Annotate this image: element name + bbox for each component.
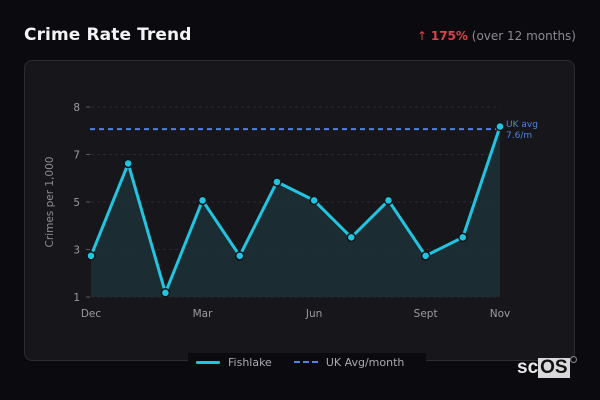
registered-mark-icon <box>569 356 577 363</box>
chart-legend: Fishlake UK Avg/month <box>188 353 427 371</box>
y-tick-label: 5 <box>73 197 80 209</box>
data-point[interactable] <box>160 288 171 298</box>
x-tick-label: Mar <box>193 308 213 320</box>
series-area-fill <box>91 126 500 297</box>
legend-label: Fishlake <box>228 355 272 369</box>
y-axis-label: Crimes per 1,000 <box>44 157 56 248</box>
legend-dashed-line-icon <box>293 361 318 363</box>
y-tick-label: 7 <box>73 150 80 162</box>
logo-left-text: sc <box>517 357 539 378</box>
data-point[interactable] <box>197 195 208 206</box>
page-title: Crime Rate Trend <box>24 25 192 45</box>
legend-label: UK Avg/month <box>325 355 405 369</box>
data-point[interactable] <box>309 195 319 206</box>
x-tick-label: Nov <box>490 308 511 320</box>
data-point[interactable] <box>420 251 431 261</box>
y-axis: 1 3 5 7 8 <box>73 102 90 304</box>
data-point[interactable] <box>458 232 468 243</box>
change-indicator: ↑ 175% (over 12 months) <box>417 29 576 43</box>
data-point[interactable] <box>234 251 245 261</box>
data-points <box>86 121 505 298</box>
data-point[interactable] <box>272 177 282 187</box>
y-tick-label: 1 <box>73 292 80 304</box>
data-point[interactable] <box>123 158 133 169</box>
change-period: (over 12 months) <box>471 29 576 43</box>
y-tick-label: 8 <box>73 102 80 114</box>
uk-avg-label: UK avg <box>506 120 538 130</box>
data-point[interactable] <box>346 232 357 243</box>
x-tick-label: Jun <box>305 308 322 320</box>
legend-item-uk-avg[interactable]: UK Avg/month <box>293 355 405 369</box>
logo-right-text: OS <box>538 357 570 378</box>
change-percent: 175% <box>430 29 468 43</box>
scos-logo: sc OS <box>517 356 577 378</box>
data-point[interactable] <box>495 121 505 132</box>
trend-up-arrow-icon: ↑ <box>416 29 428 43</box>
legend-solid-line-icon <box>196 360 220 364</box>
x-tick-label: Dec <box>81 308 102 320</box>
uk-avg-value: 7.6/m <box>506 131 532 141</box>
y-tick-label: 3 <box>73 245 80 257</box>
x-tick-label: Sept <box>414 308 438 320</box>
x-axis: Dec Mar Jun Sept Nov <box>81 308 510 320</box>
series-line-fishlake <box>89 126 502 295</box>
data-point[interactable] <box>86 251 96 261</box>
data-point[interactable] <box>383 195 394 206</box>
legend-item-fishlake[interactable]: Fishlake <box>196 356 272 369</box>
